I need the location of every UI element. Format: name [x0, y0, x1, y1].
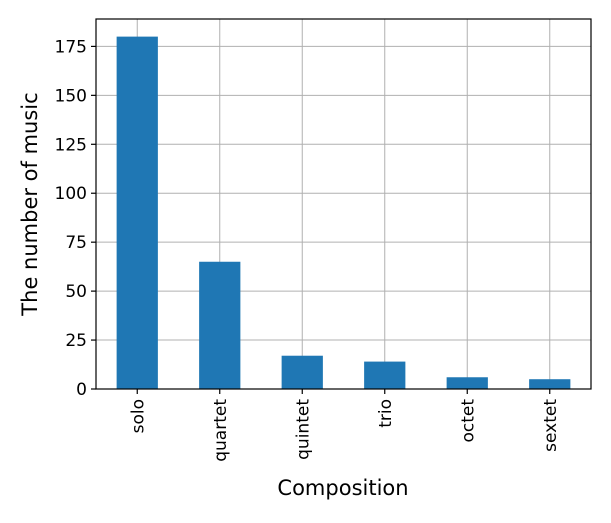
y-tick-label: 175 [55, 37, 87, 57]
y-tick-label: 0 [76, 380, 87, 400]
y-tick-label: 50 [65, 282, 87, 302]
x-tick-label: trio [376, 399, 396, 428]
bar-quintet [281, 355, 323, 389]
bars [116, 36, 571, 389]
y-tick-label: 75 [65, 233, 87, 253]
y-axis-title: The number of music [18, 92, 42, 316]
x-tick-label: quartet [211, 399, 231, 462]
grid-lines [96, 19, 591, 390]
bar-octet [446, 377, 488, 389]
x-tick-label: solo [128, 399, 148, 433]
bar-solo [116, 36, 158, 389]
bar-trio [364, 361, 406, 389]
x-tick-label: quintet [293, 399, 313, 460]
y-tick-label: 25 [65, 331, 87, 351]
y-tick-label: 125 [55, 135, 87, 155]
x-tick-label: sextet [541, 399, 561, 452]
bar-quartet [199, 261, 241, 389]
x-tick-label: octet [458, 399, 478, 443]
plot-frame [95, 18, 592, 390]
y-tick-label: 100 [55, 184, 87, 204]
y-tick-label: 150 [55, 86, 87, 106]
x-axis-title: Composition [277, 476, 408, 500]
bar-sextet [529, 379, 571, 389]
y-axis-ticks: 0 25 50 75 100 125 150 175 [55, 37, 96, 400]
x-axis-ticks: solo quartet quintet trio octet sextet [128, 389, 561, 462]
